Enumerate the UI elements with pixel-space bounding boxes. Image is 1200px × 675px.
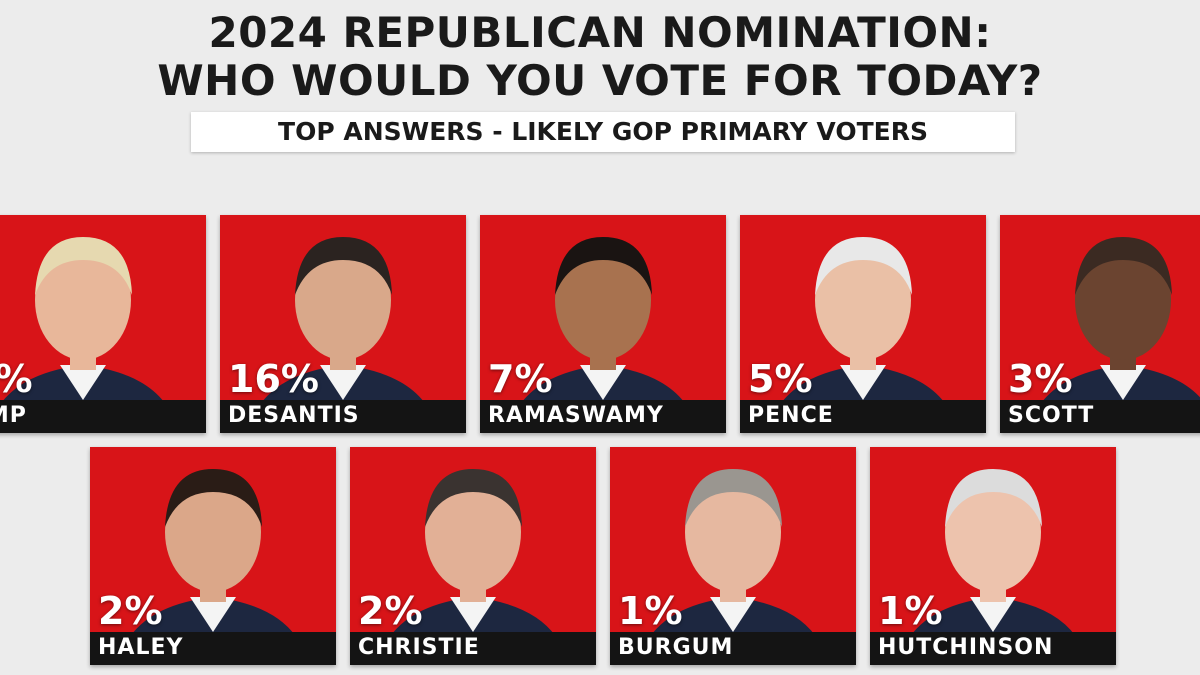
candidate-card: 16% DESANTIS (220, 215, 466, 433)
candidate-name: UMP (0, 403, 27, 428)
candidate-name: RAMASWAMY (488, 403, 664, 428)
candidate-card: 2% HALEY (90, 447, 336, 665)
name-bar: SCOTT (1000, 400, 1200, 433)
candidate-card: 7% RAMASWAMY (480, 215, 726, 433)
percent: 2% (98, 589, 163, 633)
percent: 2% (0, 359, 33, 399)
name-bar: BURGUM (610, 632, 856, 665)
percent: 1% (878, 589, 943, 633)
candidate-name: CHRISTIE (358, 635, 480, 660)
candidate-card: 2% CHRISTIE (350, 447, 596, 665)
title-line: WHO WOULD YOU VOTE FOR TODAY? (157, 56, 1043, 105)
candidate-name: BURGUM (618, 635, 734, 660)
percent: 16% (228, 357, 319, 401)
candidate-name: HALEY (98, 635, 184, 660)
percent: 3% (1008, 357, 1073, 401)
name-bar: HALEY (90, 632, 336, 665)
candidate-card: 1% HUTCHINSON (870, 447, 1116, 665)
candidate-name: DESANTIS (228, 403, 360, 428)
candidate-card: 1% BURGUM (610, 447, 856, 665)
candidate-card: 2% UMP (0, 215, 206, 433)
candidate-card: 3% SCOTT (1000, 215, 1200, 433)
percent: 1% (618, 589, 683, 633)
subtitle: TOP ANSWERS - LIKELY GOP PRIMARY VOTERS (191, 112, 1015, 152)
percent: 7% (488, 357, 553, 401)
name-bar: PENCE (740, 400, 986, 433)
name-bar: UMP (0, 400, 206, 433)
percent: 2% (358, 589, 423, 633)
candidate-card: 5% PENCE (740, 215, 986, 433)
candidate-name: PENCE (748, 403, 834, 428)
name-bar: DESANTIS (220, 400, 466, 433)
candidate-name: HUTCHINSON (878, 635, 1054, 660)
portrait (638, 469, 828, 665)
candidate-name: SCOTT (1008, 403, 1095, 428)
name-bar: CHRISTIE (350, 632, 596, 665)
name-bar: RAMASWAMY (480, 400, 726, 433)
percent: 5% (748, 357, 813, 401)
name-bar: HUTCHINSON (870, 632, 1116, 665)
title-line: 2024 REPUBLICAN NOMINATION: (208, 8, 992, 57)
